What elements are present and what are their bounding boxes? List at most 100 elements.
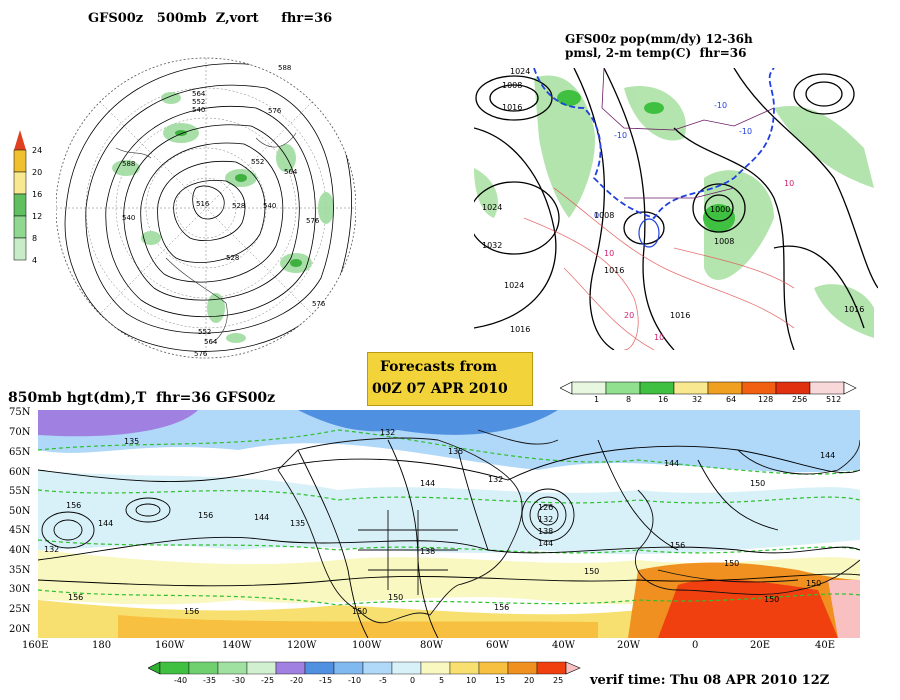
height-label: 150 (750, 479, 765, 488)
isobar-label: 1024 (504, 281, 524, 290)
forecast-init-line2: 00Z 07 APR 2010 (372, 381, 508, 397)
cbar-850-tick: 10 (466, 676, 477, 685)
height-label: 150 (764, 595, 779, 604)
lon-label: 120W (287, 640, 317, 651)
cbar-850-tick: -35 (203, 676, 217, 685)
cbar-850-tick: 0 (410, 676, 416, 685)
panel-precip-title-1: GFS00z pop(mm/dy) 12-36h (565, 32, 753, 46)
lon-label: 20E (750, 640, 771, 651)
height-label: 156 (494, 603, 509, 612)
cbar-850-tick: -20 (290, 676, 304, 685)
lat-label: 20N (9, 624, 31, 635)
lat-label: 25N (9, 604, 31, 615)
cbar-precip-tick: 512 (826, 395, 842, 404)
isobar-label: 1016 (510, 325, 530, 334)
verif-time: verif time: Thu 08 APR 2010 12Z (590, 673, 830, 688)
lon-label: 80W (420, 640, 444, 651)
lon-label: 160W (155, 640, 185, 651)
temp-label: 20 (624, 311, 634, 320)
contour-label: 564 (284, 168, 298, 176)
height-label: 150 (584, 567, 599, 576)
panel-850mb-colorbar (148, 661, 581, 675)
cbar-500-tick: 4 (32, 256, 38, 265)
isobar-label: 1024 (510, 68, 530, 76)
contour-label: 588 (278, 64, 291, 72)
height-label: 126 (538, 503, 553, 512)
cbar-500-tick: 20 (32, 168, 43, 177)
cbar-850-tick: 25 (553, 676, 564, 685)
height-label: 156 (670, 541, 685, 550)
contour-label: 540 (122, 214, 135, 222)
height-label: 135 (124, 437, 139, 446)
cbar-precip-tick: 8 (626, 395, 632, 404)
cbar-500-tick: 8 (32, 234, 38, 243)
contour-label: 540 (192, 106, 205, 114)
contour-label: 528 (226, 254, 239, 262)
temp-label: -10 (614, 131, 627, 140)
height-label: 150 (724, 559, 739, 568)
height-label: 150 (806, 579, 821, 588)
contour-label: 516 (196, 200, 210, 208)
height-label: 156 (184, 607, 199, 616)
lon-label: 0 (692, 640, 699, 651)
forecast-init-line1: Forecasts from (380, 359, 498, 375)
temp-label: 10 (784, 179, 794, 188)
lat-label: 50N (9, 506, 31, 517)
height-label: 135 (448, 447, 463, 456)
contour-label: 576 (268, 107, 282, 115)
panel-500mb-title: GFS00z 500mb Z,vort fhr=36 (88, 11, 333, 26)
lon-label: 160E (22, 640, 49, 651)
height-label: 144 (664, 459, 679, 468)
isobar-label: 1008 (594, 211, 614, 220)
isobar-label: 1032 (482, 241, 502, 250)
cbar-850-tick: 20 (524, 676, 535, 685)
lon-label: 60W (486, 640, 510, 651)
cbar-precip-tick: 32 (692, 395, 703, 404)
temp-label: -10 (714, 101, 727, 110)
panel-precip-pmsl: GFS00z pop(mm/dy) 12-36h pmsl, 2-m temp(… (470, 30, 880, 350)
isobar-label: 1016 (844, 305, 864, 314)
forecast-init-box: Forecasts from 00Z 07 APR 2010 (367, 352, 533, 406)
panel-850mb-map: 135 132 135 144 144 156 144 156 144 135 … (38, 410, 860, 638)
lon-label: 140W (222, 640, 252, 651)
contour-label: 552 (192, 98, 205, 106)
temp-label: 0 (594, 211, 599, 220)
cbar-850-tick: -10 (348, 676, 362, 685)
height-label: 144 (538, 539, 553, 548)
cbar-precip-tick: 16 (658, 395, 669, 404)
lat-label: 65N (9, 447, 31, 458)
lon-label: 100W (352, 640, 382, 651)
temp-label: 10 (654, 333, 664, 342)
lat-label: 30N (9, 584, 31, 595)
contour-label: 576 (312, 300, 326, 308)
contour-label: 528 (232, 202, 245, 210)
lat-label: 35N (9, 565, 31, 576)
contour-label: 576 (194, 350, 208, 358)
contour-label: 576 (306, 217, 320, 225)
lat-label: 60N (9, 467, 31, 478)
contour-label: 552 (198, 328, 211, 336)
cbar-precip-tick: 128 (758, 395, 774, 404)
cbar-850-tick: -25 (261, 676, 275, 685)
contour-label: 588 (122, 160, 135, 168)
lat-label: 75N (9, 407, 31, 418)
height-label: 144 (254, 513, 269, 522)
height-label: 144 (420, 479, 435, 488)
temp-label: 10 (604, 249, 614, 258)
cbar-precip-tick: 64 (726, 395, 737, 404)
contour-label: 540 (263, 202, 276, 210)
lon-label: 40W (552, 640, 576, 651)
cbar-500-tick: 24 (32, 146, 43, 155)
cbar-850-tick: -5 (379, 676, 387, 685)
lon-label: 20W (617, 640, 641, 651)
height-label: 138 (420, 547, 435, 556)
contour-label: 552 (251, 158, 264, 166)
panel-500mb-colorbar (13, 130, 27, 261)
isobar-label: 1000 (710, 205, 730, 214)
cbar-850-tick: -40 (174, 676, 188, 685)
panel-precip-title-2: pmsl, 2-m temp(C) fhr=36 (565, 46, 747, 60)
height-label: 132 (488, 475, 503, 484)
isobar-label: 1008 (502, 81, 522, 90)
height-label: 144 (98, 519, 113, 528)
isobar-label: 1016 (670, 311, 690, 320)
